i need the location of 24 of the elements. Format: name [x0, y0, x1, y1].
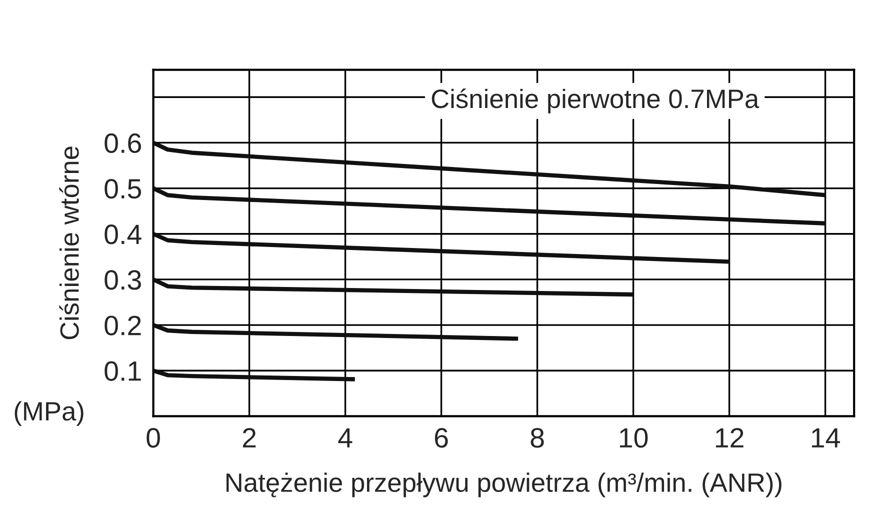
y-tick-label: 0.3 [104, 270, 141, 290]
y-tick-label: 0.1 [104, 361, 141, 381]
y-tick-label: 0.5 [104, 178, 142, 199]
x-tick-label: 10 [620, 428, 648, 448]
annotation: Ciśnienie pierwotne 0.7MPa [432, 88, 760, 114]
y-tick-label: 0.4 [104, 224, 142, 244]
y-tick-label: 0.2 [104, 316, 141, 336]
x-tick-label: 0 [146, 428, 160, 448]
x-tick-label: 14 [812, 428, 840, 448]
x-tick-label: 6 [434, 428, 448, 448]
line-series [153, 232, 732, 264]
line-series [153, 140, 828, 198]
x-tick-label: 12 [716, 428, 744, 448]
line-series [153, 322, 520, 341]
x-axis-title: Natężenie przepływu powietrza (m³/min. (ANR)) [226, 472, 782, 498]
x-tick-label: 2 [242, 428, 256, 448]
y-axis-title: Ciśnienie wtórne [59, 146, 79, 340]
text: (MPa) [14, 401, 84, 426]
x-tick-label: 8 [530, 428, 544, 448]
y-tick-label: 0.6 [104, 133, 141, 154]
line-series [153, 277, 636, 297]
x-tick-label: 4 [338, 428, 352, 448]
line-series [153, 186, 828, 226]
line-series [153, 368, 357, 382]
